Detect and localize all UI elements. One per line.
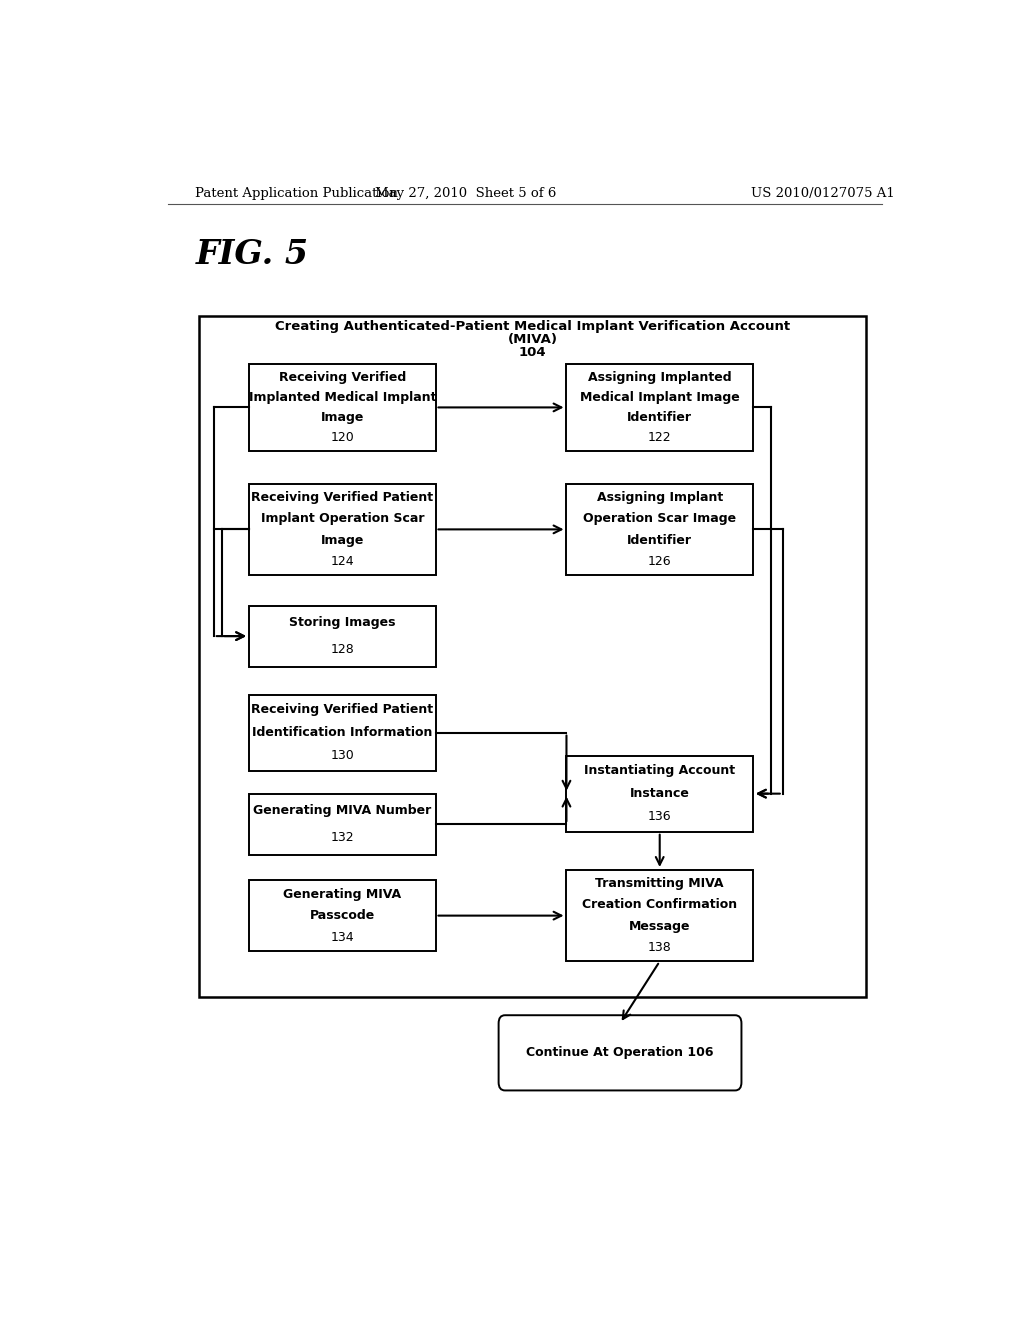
Text: Implant Operation Scar: Implant Operation Scar bbox=[260, 512, 424, 525]
Text: 104: 104 bbox=[519, 346, 547, 359]
Bar bbox=[249, 364, 435, 450]
Text: Creating Authenticated-Patient Medical Implant Verification Account: Creating Authenticated-Patient Medical I… bbox=[275, 319, 791, 333]
Text: US 2010/0127075 A1: US 2010/0127075 A1 bbox=[751, 187, 894, 201]
Text: 134: 134 bbox=[331, 931, 354, 944]
Text: Instantiating Account: Instantiating Account bbox=[584, 764, 735, 777]
Text: Identifier: Identifier bbox=[628, 411, 692, 424]
Text: Identifier: Identifier bbox=[628, 533, 692, 546]
Text: (MIVA): (MIVA) bbox=[508, 333, 558, 346]
Text: 138: 138 bbox=[648, 941, 672, 954]
Text: Generating MIVA: Generating MIVA bbox=[284, 887, 401, 900]
Text: Generating MIVA Number: Generating MIVA Number bbox=[253, 804, 431, 817]
Bar bbox=[566, 364, 753, 450]
Text: Instance: Instance bbox=[630, 787, 689, 800]
Text: 124: 124 bbox=[331, 554, 354, 568]
Bar bbox=[566, 755, 753, 832]
Text: Medical Implant Image: Medical Implant Image bbox=[580, 391, 739, 404]
Text: 130: 130 bbox=[331, 750, 354, 762]
Bar bbox=[249, 483, 435, 576]
Bar bbox=[566, 870, 753, 961]
Text: Operation Scar Image: Operation Scar Image bbox=[583, 512, 736, 525]
Text: Implanted Medical Implant: Implanted Medical Implant bbox=[249, 391, 436, 404]
Text: 128: 128 bbox=[331, 643, 354, 656]
Text: FIG. 5: FIG. 5 bbox=[196, 239, 308, 272]
Text: Message: Message bbox=[629, 920, 690, 933]
Text: Receiving Verified Patient: Receiving Verified Patient bbox=[251, 704, 433, 715]
Text: Storing Images: Storing Images bbox=[289, 616, 395, 630]
Bar bbox=[249, 880, 435, 952]
Text: Patent Application Publication: Patent Application Publication bbox=[196, 187, 398, 201]
Text: Transmitting MIVA: Transmitting MIVA bbox=[596, 878, 724, 890]
Text: 120: 120 bbox=[331, 432, 354, 444]
Text: Image: Image bbox=[321, 533, 364, 546]
Text: Creation Confirmation: Creation Confirmation bbox=[583, 899, 737, 912]
Bar bbox=[200, 315, 866, 997]
Text: 122: 122 bbox=[648, 432, 672, 444]
Bar bbox=[249, 793, 435, 854]
Text: Identification Information: Identification Information bbox=[252, 726, 432, 739]
Text: Assigning Implant: Assigning Implant bbox=[597, 491, 723, 504]
Bar bbox=[249, 606, 435, 667]
Text: Continue At Operation 106: Continue At Operation 106 bbox=[526, 1047, 714, 1060]
Text: 136: 136 bbox=[648, 810, 672, 824]
Text: Image: Image bbox=[321, 411, 364, 424]
Text: May 27, 2010  Sheet 5 of 6: May 27, 2010 Sheet 5 of 6 bbox=[375, 187, 556, 201]
FancyBboxPatch shape bbox=[499, 1015, 741, 1090]
Text: Receiving Verified Patient: Receiving Verified Patient bbox=[251, 491, 433, 504]
Bar bbox=[249, 694, 435, 771]
Text: Assigning Implanted: Assigning Implanted bbox=[588, 371, 731, 384]
Text: 132: 132 bbox=[331, 830, 354, 843]
Text: Receiving Verified: Receiving Verified bbox=[279, 371, 406, 384]
Text: 126: 126 bbox=[648, 554, 672, 568]
Text: Passcode: Passcode bbox=[309, 909, 375, 923]
Bar bbox=[566, 483, 753, 576]
